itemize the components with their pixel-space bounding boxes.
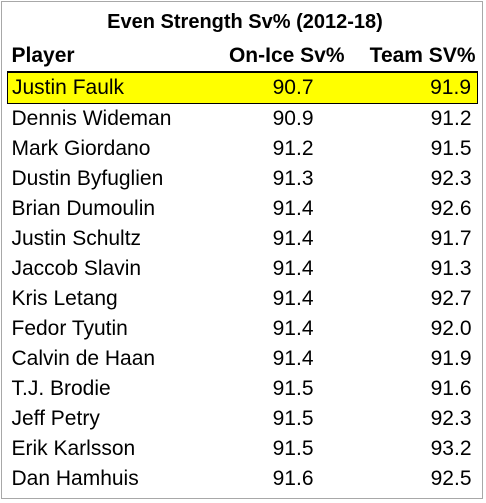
table-row: Dustin Byfuglien 91.3 92.3 (8, 164, 478, 194)
table-row: Dennis Wideman 90.9 91.2 (8, 104, 478, 135)
team-sv-cell: 91.7 (430, 227, 472, 250)
player-name-cell: Kris Letang (11, 287, 118, 310)
onice-sv-cell: 90.7 (207, 71, 349, 104)
onice-sv-cell: 91.4 (272, 287, 314, 310)
player-name-cell: Dustin Byfuglien (11, 167, 164, 190)
team-sv-cell: 92.0 (430, 317, 472, 340)
team-sv-cell: 93.2 (430, 437, 472, 460)
team-sv-cell: 91.3 (430, 257, 472, 280)
team-sv-cell: 92.5 (430, 467, 472, 490)
onice-sv-cell: 91.4 (272, 347, 314, 370)
table-row: Justin Schultz 91.4 91.7 (8, 224, 478, 254)
team-sv-cell: 92.3 (430, 407, 472, 430)
onice-sv-cell: 91.5 (272, 407, 314, 430)
onice-sv-cell: 91.4 (272, 197, 314, 220)
table-row: Brian Dumoulin 91.4 92.6 (8, 194, 478, 224)
table-row: Calvin de Haan 91.4 91.9 (8, 344, 478, 374)
table-row-highlighted: Justin Faulk 90.7 91.9 (7, 71, 478, 104)
onice-sv-cell: 91.5 (272, 437, 314, 460)
onice-sv-cell: 91.4 (272, 227, 314, 250)
player-name-cell: Mark Giordano (11, 137, 151, 160)
player-name-cell: Dan Hamhuis (11, 467, 139, 490)
team-sv-cell: 92.7 (430, 287, 472, 310)
table-row: Fedor Tyutin 91.4 92.0 (8, 314, 478, 344)
player-name-cell: Fedor Tyutin (11, 317, 128, 340)
team-sv-cell: 92.3 (430, 167, 472, 190)
sv-pct-table: Player On-Ice Sv% Team SV% Justin Faulk 9… (7, 40, 478, 494)
onice-sv-cell: 91.4 (272, 257, 314, 280)
table-body: Justin Faulk 90.7 91.9 Dennis Wideman 90.9 91… (7, 71, 478, 494)
table-row: Dan Hamhuis 91.6 92.5 (8, 464, 478, 494)
header-row: Player On-Ice Sv% Team SV% (7, 40, 478, 73)
team-sv-cell: 91.5 (430, 137, 472, 160)
column-header-team-sv: Team SV% (348, 40, 478, 73)
team-sv-cell: 91.9 (348, 71, 478, 104)
player-name-cell: Justin Schultz (11, 227, 142, 250)
player-name-cell: Calvin de Haan (11, 347, 156, 370)
team-sv-cell: 92.6 (430, 197, 472, 220)
table-title: Even Strength Sv% (2012-18) (107, 11, 383, 33)
table-row: Jeff Petry 91.5 92.3 (8, 404, 478, 434)
table-row: Jaccob Slavin 91.4 91.3 (8, 254, 478, 284)
table-row: T.J. Brodie 91.5 91.6 (8, 374, 478, 404)
onice-sv-cell: 91.4 (272, 317, 314, 340)
team-sv-cell: 91.6 (430, 377, 472, 400)
onice-sv-cell: 91.6 (272, 467, 314, 490)
onice-sv-cell: 91.2 (272, 137, 314, 160)
table-row: Erik Karlsson 91.5 93.2 (8, 434, 478, 464)
table-row: Kris Letang 91.4 92.7 (8, 284, 478, 314)
team-sv-cell: 91.9 (430, 347, 472, 370)
onice-sv-cell: 90.9 (272, 107, 314, 130)
onice-sv-cell: 91.5 (272, 377, 314, 400)
player-name-cell: T.J. Brodie (11, 377, 111, 400)
player-name-cell: Dennis Wideman (11, 107, 172, 130)
player-name-cell: Brian Dumoulin (11, 197, 156, 220)
column-header-player: Player (7, 40, 208, 73)
player-name-cell: Justin Faulk (7, 71, 208, 104)
player-name-cell: Jeff Petry (11, 407, 100, 430)
table-row: Mark Giordano 91.2 91.5 (8, 134, 478, 164)
column-header-onice-sv: On-Ice Sv% (207, 40, 349, 73)
team-sv-cell: 91.2 (430, 107, 472, 130)
player-name-cell: Erik Karlsson (11, 437, 136, 460)
onice-sv-cell: 91.3 (272, 167, 314, 190)
player-name-cell: Jaccob Slavin (11, 257, 142, 280)
